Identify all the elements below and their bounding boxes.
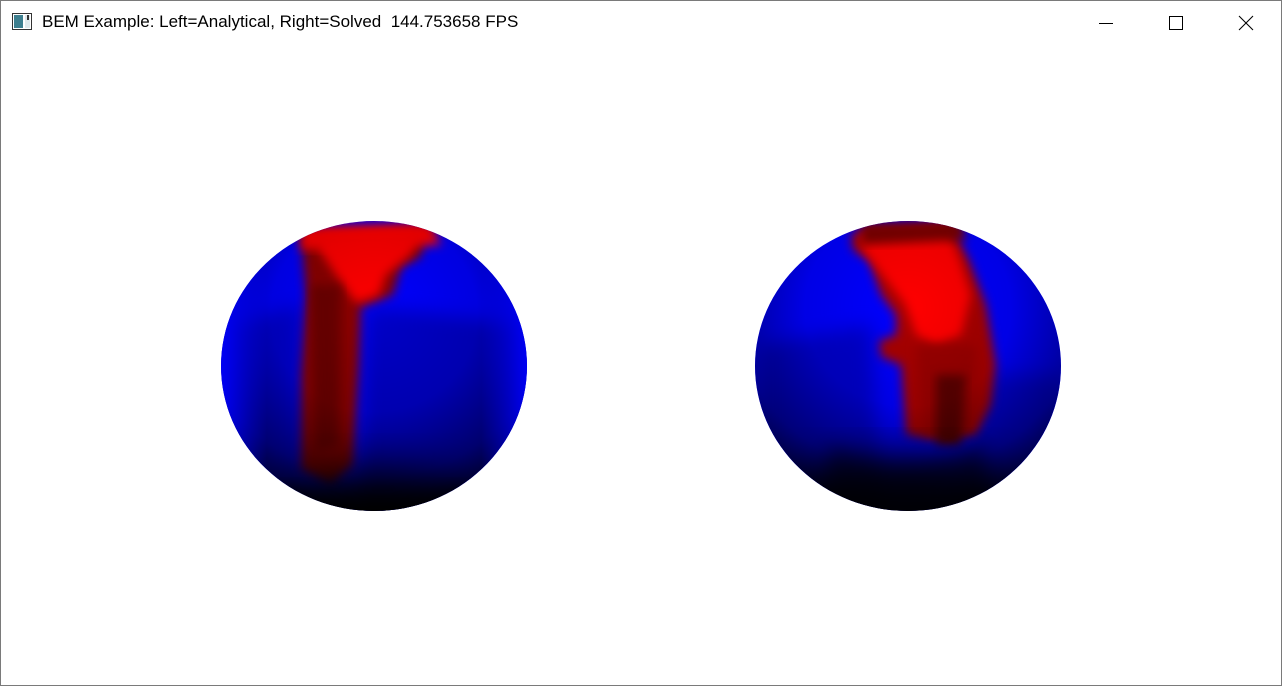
app-window-icon[interactable] [12,13,32,30]
maximize-button[interactable] [1141,1,1211,45]
window-title: BEM Example: Left=Analytical, Right=Solv… [42,12,518,32]
close-icon [1238,15,1254,31]
fps-readout: 144.753658 FPS [390,12,519,31]
minimize-icon [1099,23,1113,24]
sphere-analytical [221,221,527,511]
minimize-button[interactable] [1071,1,1141,45]
title-bar[interactable]: BEM Example: Left=Analytical, Right=Solv… [1,1,1281,45]
sphere-solved [755,221,1061,511]
close-button[interactable] [1211,1,1281,45]
window-title-label: BEM Example: Left=Analytical, Right=Solv… [42,12,382,31]
maximize-icon [1169,16,1183,30]
render-viewport[interactable] [1,45,1281,685]
